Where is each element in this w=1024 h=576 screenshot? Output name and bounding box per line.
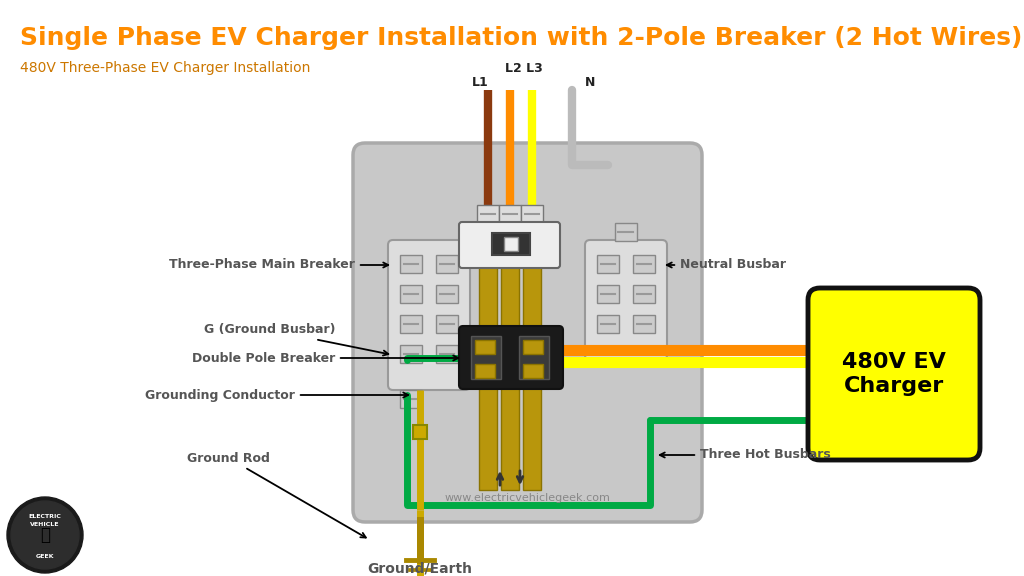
Bar [436,285,458,303]
Bar [597,315,618,333]
Text: VEHICLE: VEHICLE [31,522,59,528]
Bar [633,255,655,273]
Text: Single Phase EV Charger Installation with 2-Pole Breaker (2 Hot Wires): Single Phase EV Charger Installation wit… [20,26,1022,50]
Text: GEEK: GEEK [36,555,54,559]
Bar [479,210,497,490]
Bar [521,205,543,223]
Bar [523,210,541,490]
Text: Ground Rod: Ground Rod [187,452,366,537]
Bar [504,237,518,251]
Circle shape [7,497,83,573]
Bar [523,364,543,378]
FancyBboxPatch shape [459,222,560,268]
Text: 480V Three-Phase EV Charger Installation: 480V Three-Phase EV Charger Installation [20,61,310,75]
Bar [436,345,458,363]
Bar [413,425,427,439]
Bar [436,315,458,333]
Circle shape [11,501,79,569]
FancyBboxPatch shape [808,288,980,460]
Bar [499,205,521,223]
FancyBboxPatch shape [388,240,470,390]
FancyBboxPatch shape [353,143,702,522]
Text: Grounding Conductor: Grounding Conductor [145,388,409,401]
Text: G (Ground Busbar): G (Ground Busbar) [204,324,388,355]
Text: L1: L1 [472,75,488,89]
Bar [475,340,495,354]
Bar [597,255,618,273]
Bar [475,364,495,378]
Text: ELECTRIC: ELECTRIC [29,514,61,520]
Text: 480V EV
Charger: 480V EV Charger [842,353,946,396]
Text: Three-Phase Main Breaker: Three-Phase Main Breaker [169,259,388,271]
Text: Double Pole Breaker: Double Pole Breaker [191,351,458,365]
Text: Ground/Earth: Ground/Earth [368,562,472,576]
Bar [477,205,499,223]
Bar [633,315,655,333]
FancyBboxPatch shape [585,240,667,360]
Bar [519,336,549,379]
Bar [400,285,422,303]
Bar [633,285,655,303]
Bar [492,233,530,255]
Bar [615,223,637,241]
Text: N: N [585,75,595,89]
Bar [501,210,519,490]
Text: 🚗: 🚗 [40,526,50,544]
FancyBboxPatch shape [459,326,563,389]
Text: www.electricvehiclegeek.com: www.electricvehiclegeek.com [444,493,610,503]
Bar [436,255,458,273]
Bar [400,390,422,408]
Bar [471,336,501,379]
Bar [597,285,618,303]
Text: L2 L3: L2 L3 [505,62,543,74]
Bar [400,315,422,333]
Bar [400,255,422,273]
Bar [400,345,422,363]
Text: Three Hot Busbars: Three Hot Busbars [659,449,830,461]
Text: Neutral Busbar: Neutral Busbar [667,259,786,271]
Bar [523,340,543,354]
